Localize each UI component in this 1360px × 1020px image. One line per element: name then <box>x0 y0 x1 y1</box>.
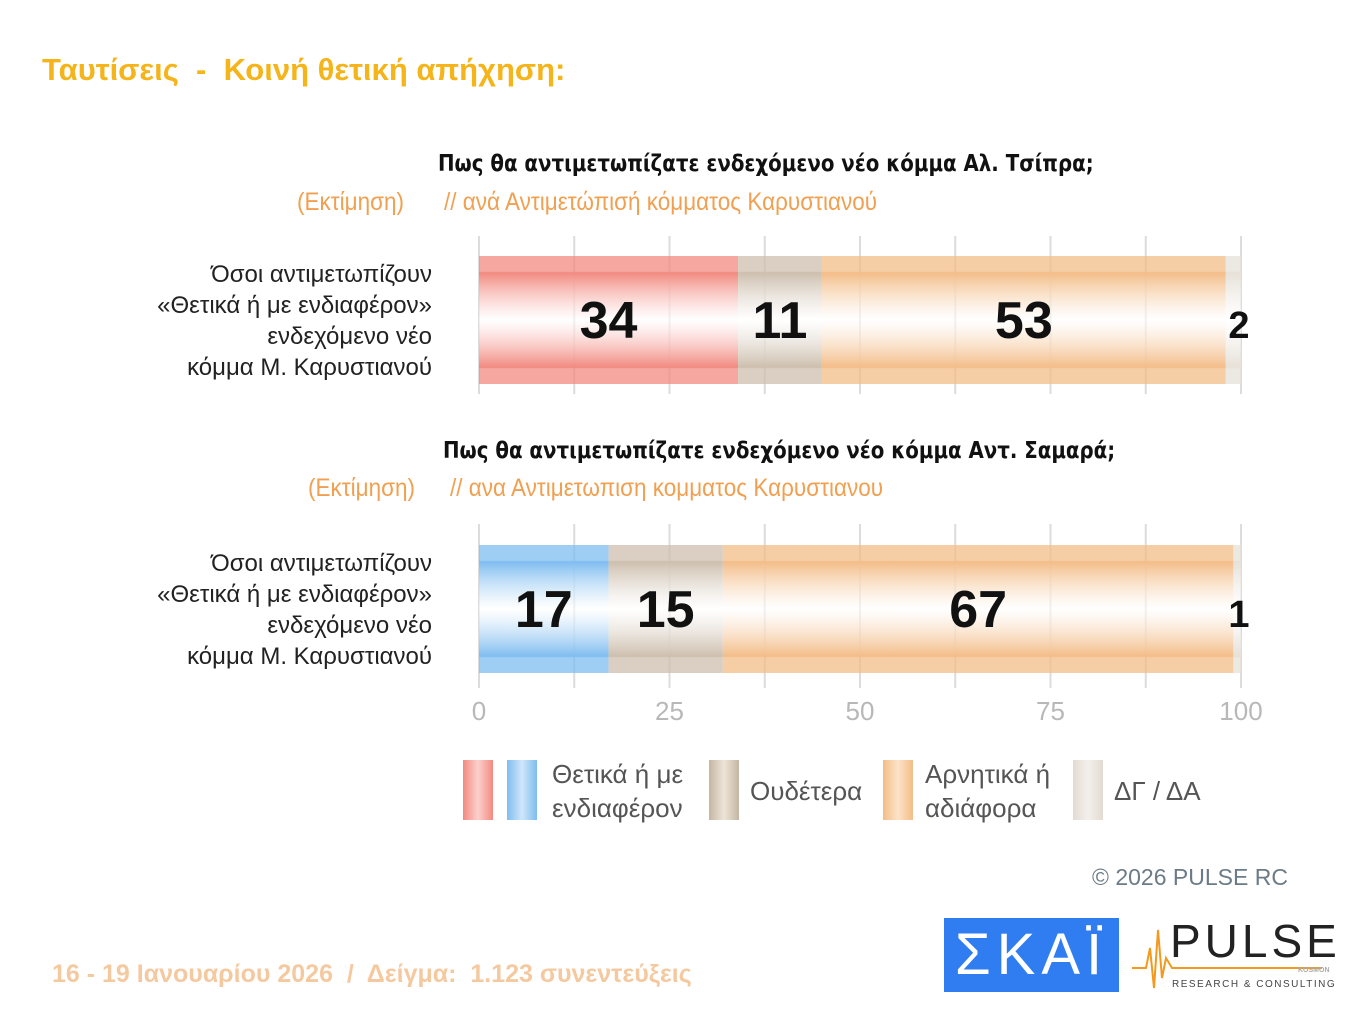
x-tick-label: 0 <box>472 696 486 726</box>
legend-swatch-positive-red <box>463 760 493 820</box>
bar-segment <box>1233 545 1241 673</box>
data-label: 2 <box>1228 305 1249 347</box>
label-line: «Θετικά ή με ενδιαφέρον» <box>157 581 432 608</box>
bar-segment <box>738 256 822 384</box>
chart2-title: Πως θα αντιμετωπίζατε ενδεχόμενο νέο κόμ… <box>443 438 1116 464</box>
bar-segment <box>479 545 609 673</box>
x-tick-label: 75 <box>1036 696 1065 726</box>
label-line: «Θετικά ή με ενδιαφέρον» <box>157 292 432 319</box>
legend-neutral: Ουδέτερα <box>750 776 863 806</box>
bar-segment <box>722 545 1234 673</box>
label-line: κόμμα Μ. Καρυστιανού <box>187 354 432 381</box>
legend-negative-line1: Αρνητικά ή <box>925 759 1051 789</box>
skai-logo: ΣΚΑΪ <box>944 918 1119 992</box>
label-line: ενδεχόμενο νέο <box>267 323 432 350</box>
data-label: 53 <box>995 292 1053 350</box>
chart1-subtitle-left: (Εκτίμηση) <box>297 188 405 216</box>
stacked-bar-charts: 34 11 53 2 17 15 67 1 0 25 50 75 100 <box>472 236 1263 726</box>
x-tick-label: 50 <box>846 696 875 726</box>
label-line: Όσοι αντιμετωπίζουν <box>211 261 432 288</box>
data-label: 11 <box>752 292 807 350</box>
legend-positive-line1: Θετικά ή με <box>552 759 684 789</box>
pulse-small-text: KOSMON <box>1298 967 1330 974</box>
legend-negative-line2: αδιάφορα <box>925 793 1037 823</box>
pulse-wordmark: PULSE <box>1170 915 1341 967</box>
footer-survey-info: 16 - 19 Ιανουαρίου 2026 / Δείγμα: 1.123 … <box>52 960 692 988</box>
copyright: © 2026 PULSE RC <box>1092 864 1288 890</box>
legend-dk: ΔΓ / ΔΑ <box>1114 776 1201 806</box>
data-label: 17 <box>515 581 573 639</box>
chart1-subtitle-right: // ανά Αντιμετώπισή κόμματος Καρυστιανού <box>444 188 878 216</box>
chart1-title: Πως θα αντιμετωπίζατε ενδεχόμενο νέο κόμ… <box>438 151 1094 177</box>
pulse-logo: PULSE KOSMON RESEARCH & CONSULTING <box>1132 918 1337 994</box>
chart1-row-label: Όσοι αντιμετωπίζουν «Θετικά ή με ενδιαφέ… <box>0 259 432 383</box>
bar-segment <box>479 256 739 384</box>
pulse-heartbeat-icon <box>1132 929 1322 989</box>
legend-swatch-dk <box>1073 760 1103 820</box>
pulse-tagline: RESEARCH & CONSULTING <box>1172 979 1337 990</box>
label-line: κόμμα Μ. Καρυστιανού <box>187 643 432 670</box>
bar-segment <box>608 545 723 673</box>
data-label: 15 <box>637 581 695 639</box>
bar-segment <box>821 256 1226 384</box>
label-line: Όσοι αντιμετωπίζουν <box>211 550 432 577</box>
legend-swatch-neutral <box>709 760 739 820</box>
data-label: 34 <box>580 292 638 350</box>
legend-swatch-positive-blue <box>507 760 537 820</box>
legend-positive-line2: ενδιαφέρον <box>552 793 683 823</box>
slide-title: Ταυτίσεις - Κοινή θετική απήχηση: <box>42 52 566 87</box>
chart2-subtitle-right: // ανα Αντιμετωπιση κομματος Καρυστιανου <box>450 474 884 502</box>
data-label: 67 <box>949 581 1007 639</box>
chart2-subtitle-left: (Εκτίμηση) <box>308 474 416 502</box>
legend-negative: Αρνητικά ή αδιάφορα <box>925 757 1050 825</box>
data-label: 1 <box>1228 594 1249 636</box>
label-line: ενδεχόμενο νέο <box>267 612 432 639</box>
x-tick-label: 25 <box>655 696 684 726</box>
x-tick-label: 100 <box>1219 696 1262 726</box>
bar-segment <box>1225 256 1241 384</box>
legend-swatch-negative <box>883 760 913 820</box>
legend-positive: Θετικά ή με ενδιαφέρον <box>552 757 683 825</box>
chart2-row-label: Όσοι αντιμετωπίζουν «Θετικά ή με ενδιαφέ… <box>0 548 432 672</box>
